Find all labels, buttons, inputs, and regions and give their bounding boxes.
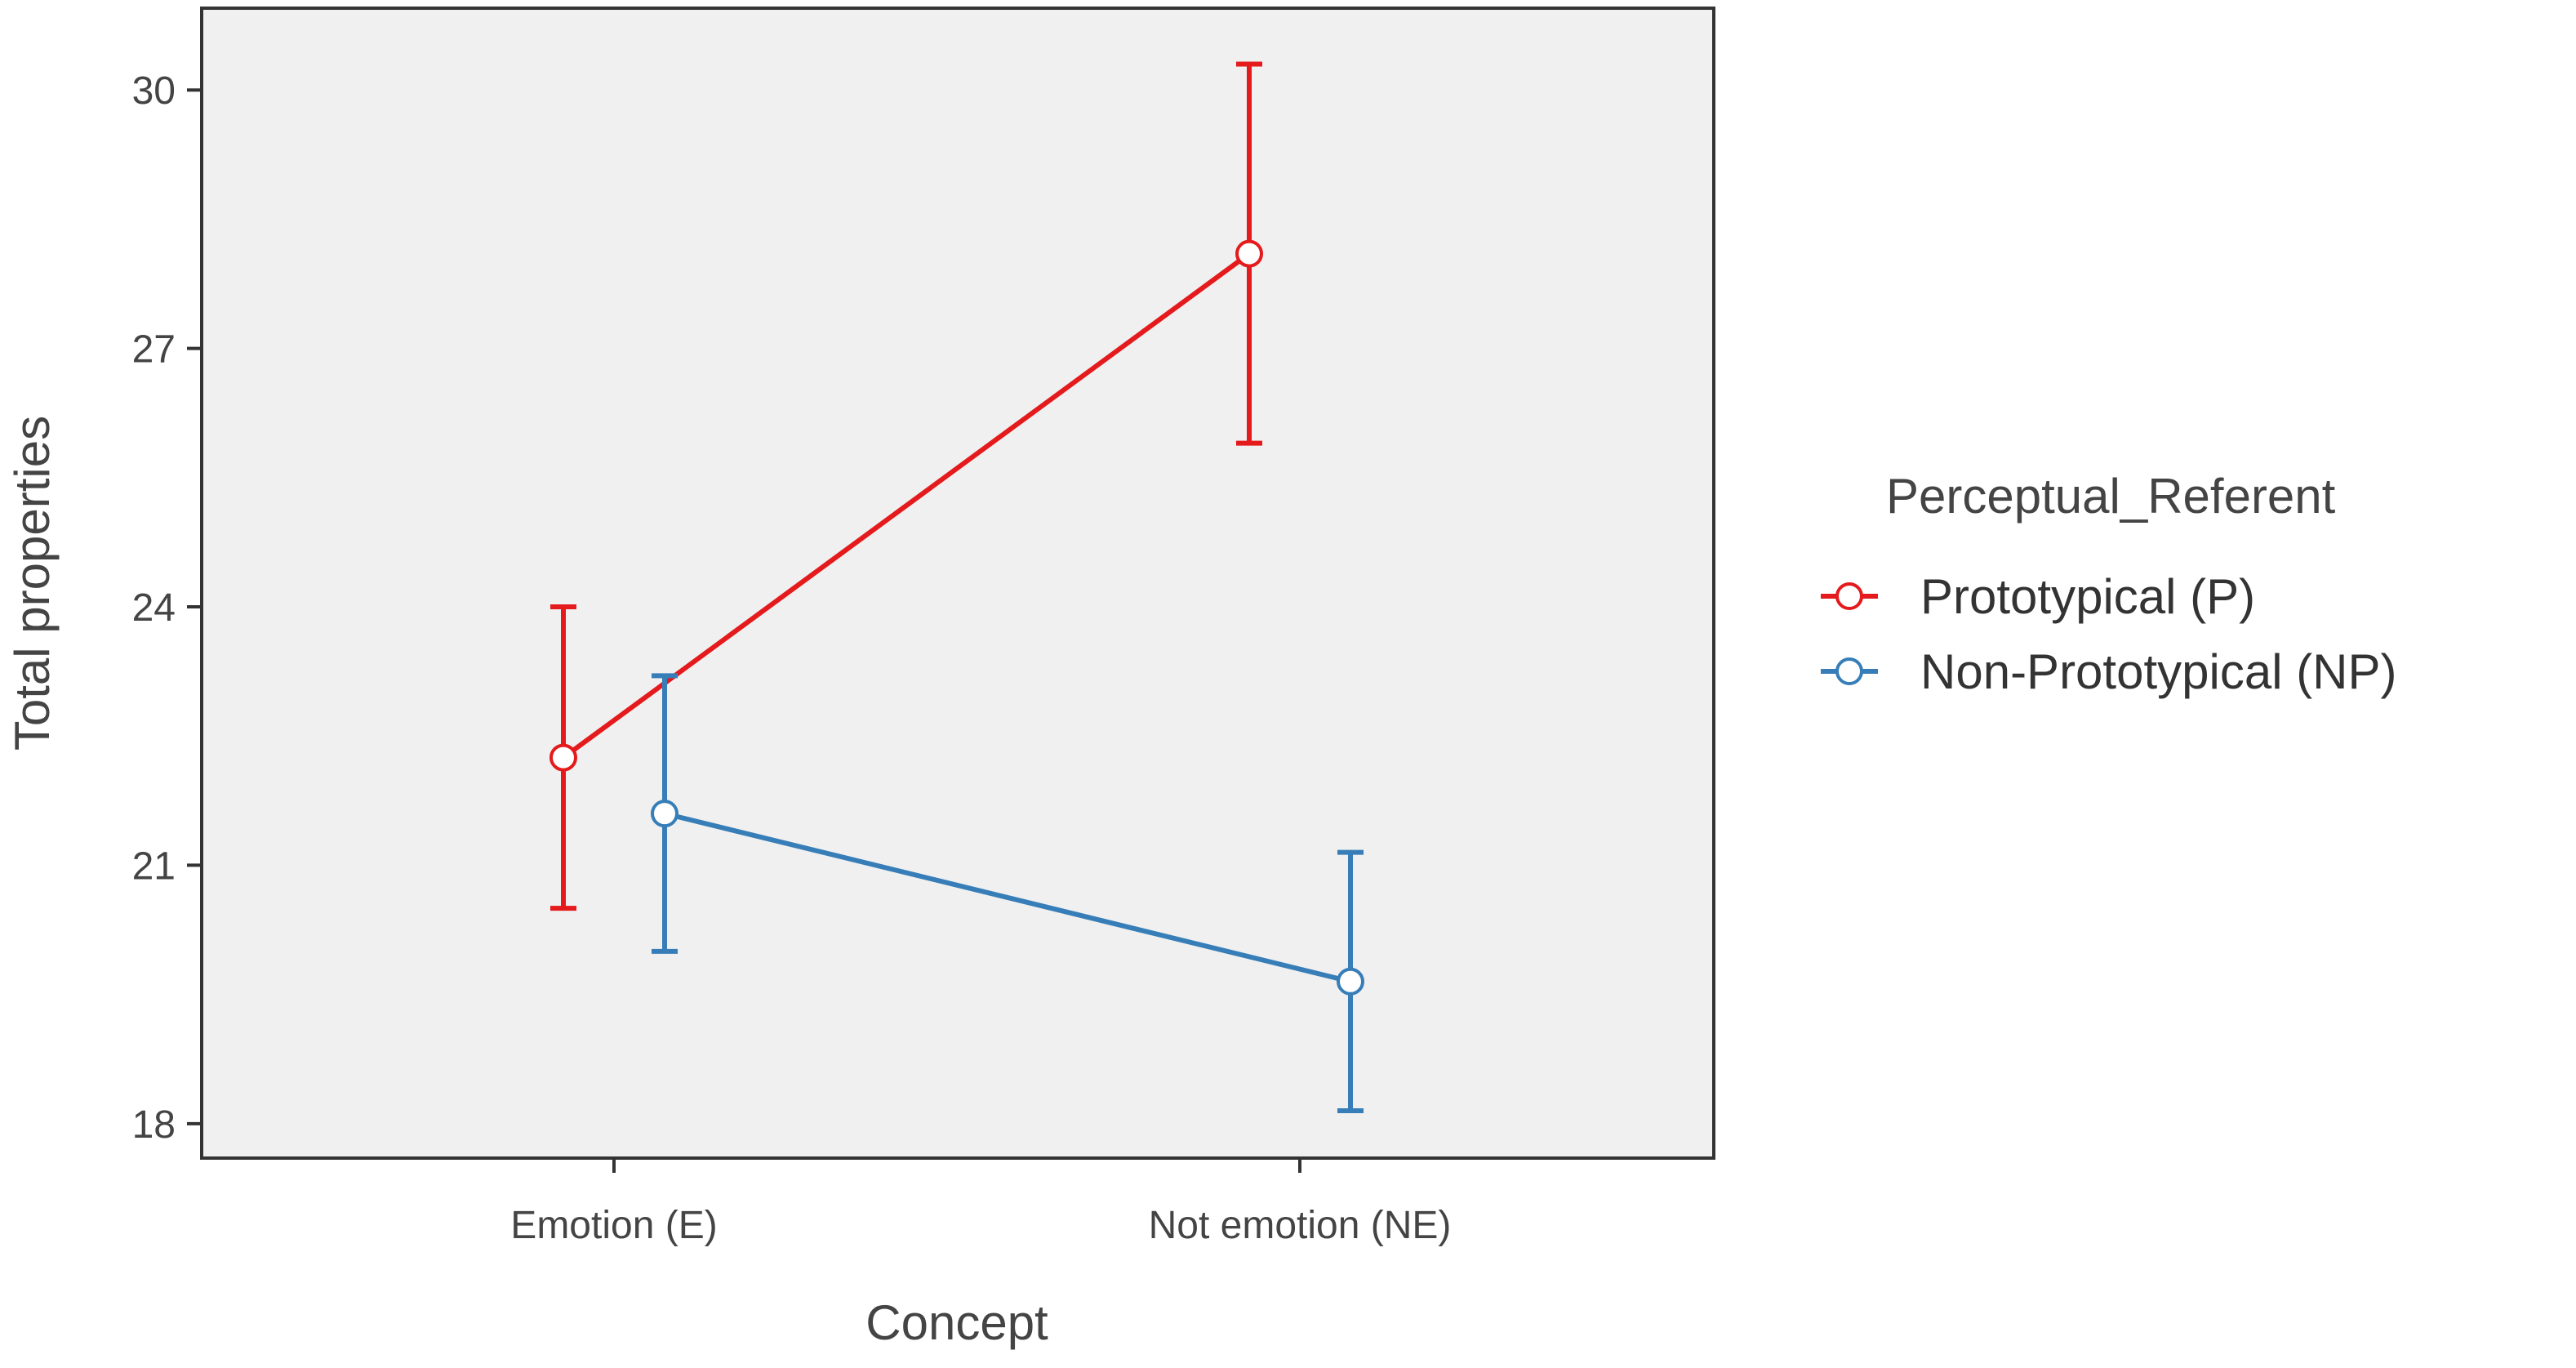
legend-label-2: Non-Prototypical (NP)	[1920, 644, 2397, 699]
y-tick-label-27: 27	[132, 328, 176, 372]
series-1-point-2	[1235, 239, 1263, 268]
legend: Perceptual_Referent Prototypical (P) Non-…	[1821, 469, 2397, 699]
legend-key-point-2	[1835, 657, 1863, 685]
legend-item-2: Non-Prototypical (NP)	[1821, 644, 2397, 699]
legend-title: Perceptual_Referent	[1886, 469, 2336, 524]
legend-item-1: Prototypical (P)	[1821, 569, 2255, 624]
y-axis: 18 21 24 27 30	[132, 69, 202, 1147]
series-layer	[549, 61, 1364, 1113]
series-2	[651, 673, 1364, 1113]
legend-items: Prototypical (P) Non-Prototypical (NP)	[1821, 569, 2397, 699]
y-tick-label-30: 30	[132, 69, 176, 113]
x-axis: Emotion (E) Not emotion (NE)	[510, 1158, 1451, 1247]
plot-panel	[200, 7, 1715, 1160]
x-tick-label-2: Not emotion (NE)	[1149, 1204, 1452, 1247]
x-axis-title: Concept	[865, 1295, 1048, 1350]
y-tick-label-24: 24	[132, 586, 176, 630]
x-tick-label-1: Emotion (E)	[510, 1204, 717, 1247]
legend-label-1: Prototypical (P)	[1920, 569, 2255, 624]
series-2-line	[664, 811, 1351, 984]
y-axis-title: Total properties	[5, 416, 60, 751]
y-tick-label-18: 18	[132, 1103, 176, 1147]
series-2-point-1	[651, 800, 678, 828]
series-1-point-1	[549, 743, 577, 772]
y-tick-label-21: 21	[132, 844, 176, 888]
series-2-point-2	[1337, 967, 1364, 996]
legend-key-point-1	[1835, 582, 1863, 610]
